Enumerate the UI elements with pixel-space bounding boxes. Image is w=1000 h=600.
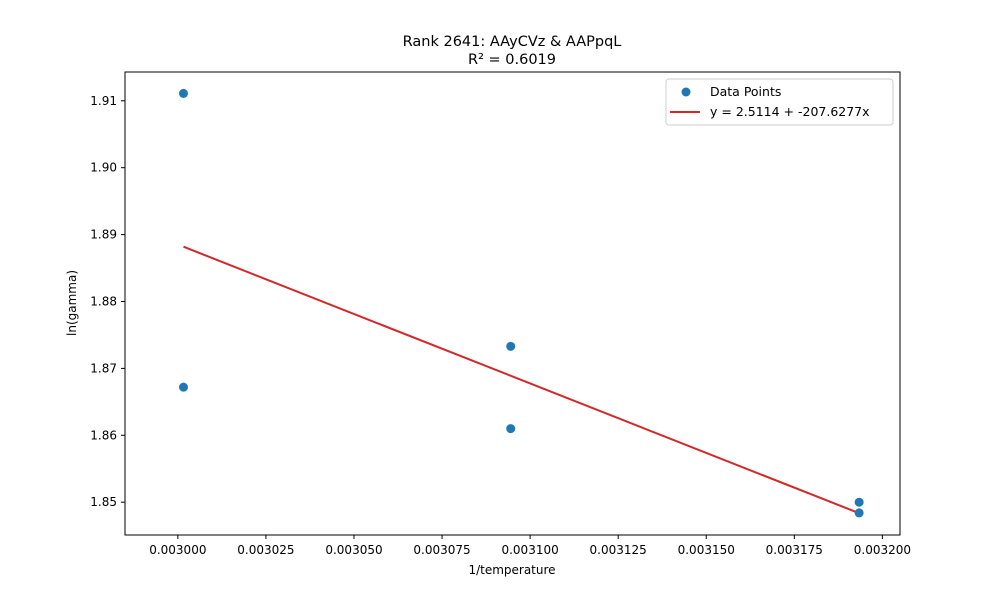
x-tick-label: 0.003100 [501,543,558,557]
x-tick-label: 0.003025 [237,543,294,557]
series-layer [178,88,864,518]
y-tick-label: 1.89 [90,228,117,242]
y-axis-label: ln(gamma) [65,270,79,336]
x-axis-ticks: 0.003000 0.003025 0.003050 0.003075 0.003100… [149,535,911,557]
legend-marker-scatter [681,87,691,97]
x-tick-label: 0.003150 [678,543,735,557]
y-tick-label: 1.88 [90,294,117,308]
y-axis-ticks: 1.85 1.86 1.87 1.88 1.89 1.90 1.91 [90,94,125,509]
plot-area [124,71,901,536]
data-point [854,497,864,507]
x-tick-label: 0.003200 [854,543,911,557]
legend-label-scatter: Data Points [710,84,781,99]
x-tick-label: 0.003050 [325,543,382,557]
data-point [854,508,864,518]
y-tick-label: 1.86 [90,428,117,442]
x-tick-label: 0.003000 [149,543,206,557]
y-tick-label: 1.91 [90,94,117,108]
x-axis-label: 1/temperature [468,563,555,577]
data-point [178,88,188,98]
x-tick-label: 0.003125 [590,543,647,557]
chart-title: Rank 2641: AAyCVz & AAPpqL [403,34,622,50]
data-point [178,382,188,392]
fit-line [183,245,860,515]
y-tick-label: 1.85 [90,495,117,509]
chart-subtitle: R² = 0.6019 [468,52,556,68]
x-tick-label: 0.003075 [413,543,470,557]
legend: Data Points y = 2.5114 + -207.6277x [665,78,894,126]
y-tick-label: 1.90 [90,161,117,175]
y-tick-label: 1.87 [90,361,117,375]
data-point [506,341,516,351]
legend-label-fit-line: y = 2.5114 + -207.6277x [710,104,870,119]
x-tick-label: 0.003175 [766,543,823,557]
data-point [506,424,516,434]
legend-box [665,78,894,126]
